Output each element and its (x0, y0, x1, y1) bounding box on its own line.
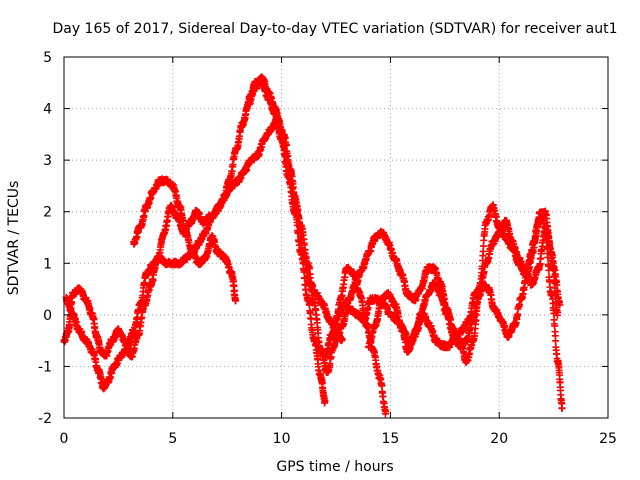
series-track-a (60, 77, 329, 407)
x-tick-label: 10 (273, 431, 291, 447)
data-points (60, 73, 566, 418)
series-track-g (365, 216, 566, 412)
y-tick-label: 1 (43, 256, 52, 272)
y-tick-label: -1 (38, 359, 52, 375)
x-tick-label: 20 (490, 431, 508, 447)
plot-frame (63, 56, 609, 419)
y-tick-label: 4 (43, 102, 52, 118)
data-point (321, 397, 329, 405)
x-tick-label: 15 (381, 431, 399, 447)
x-tick-label: 0 (60, 431, 69, 447)
x-tick-label: 25 (599, 431, 617, 447)
series-track-c (130, 175, 240, 305)
ticks: 0 5 10 15 20 25 -2 -1 0 1 2 3 4 5 (38, 50, 617, 447)
x-tick-label: 5 (168, 431, 177, 447)
y-tick-label: 0 (43, 308, 52, 324)
y-tick-label: 5 (43, 50, 52, 66)
y-tick-label: 3 (43, 153, 52, 169)
y-tick-label: -2 (38, 411, 52, 427)
chart-title: Day 165 of 2017, Sidereal Day-to-day VTE… (52, 21, 617, 37)
y-tick-label: 2 (43, 205, 52, 221)
y-axis-label: SDTVAR / TECUs (6, 181, 22, 296)
x-axis-label: GPS time / hours (276, 459, 393, 475)
data-point (558, 404, 566, 412)
grid (64, 57, 608, 418)
data-point (552, 337, 560, 345)
